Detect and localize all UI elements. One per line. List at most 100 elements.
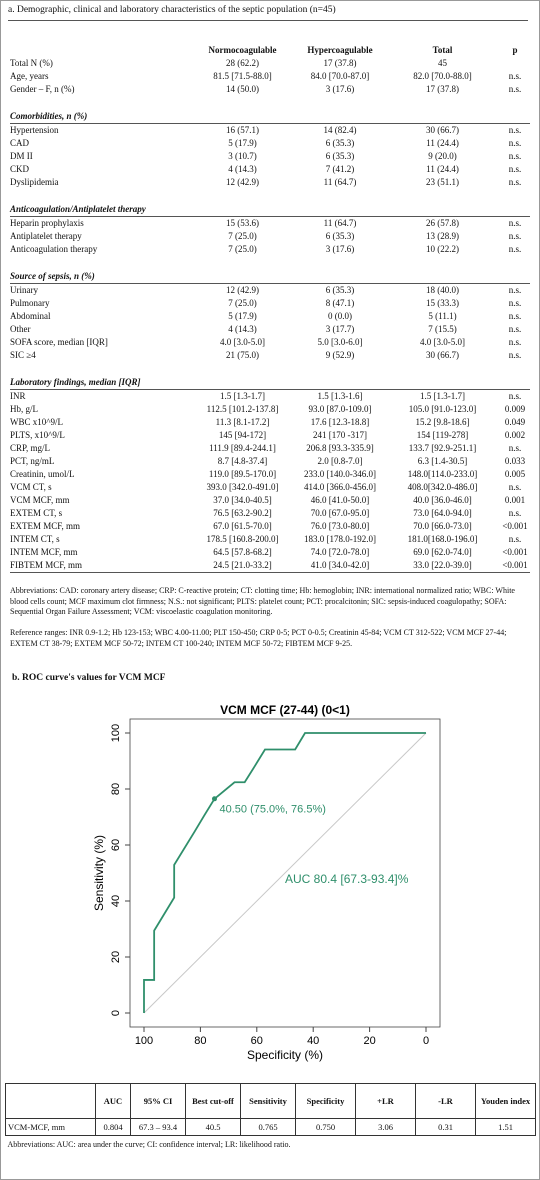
row-label: Creatinin, umol/L — [10, 469, 75, 479]
cell: 145 [94-172] — [218, 430, 267, 440]
cell: 1.5 [1.3-1.7] — [420, 391, 465, 401]
roc-curve — [143, 732, 426, 1013]
cell: 15.2 [9.8-18.6] — [415, 417, 470, 427]
cell: 46.0 [41.0-50.0] — [310, 495, 370, 505]
column-header: AUC — [95, 1083, 131, 1119]
row-label: Dyslipidemia — [10, 177, 59, 187]
annotation: 40.50 (75.0%, 76.5%) — [220, 804, 326, 816]
cell: 15 (53.6) — [226, 218, 259, 228]
table-row: CAD 5 (17.9) 6 (35.3) 11 (24.4) n.s. — [10, 137, 530, 150]
header-cell — [5, 1083, 96, 1119]
reference-diagonal — [143, 732, 427, 1014]
x-tick-label: 80 — [194, 1035, 206, 1047]
cell: 69.0 [62.0-74.0] — [413, 547, 472, 557]
cell: 1.5 [1.3-1.7] — [220, 391, 265, 401]
header-cell — [10, 44, 190, 57]
y-axis-label: Sensitivity (%) — [92, 835, 106, 911]
cell: 81.5 [71.5-88.0] — [213, 71, 272, 81]
cell: 74.0 [72.0-78.0] — [310, 547, 370, 557]
cell: 10 (22.2) — [426, 244, 459, 254]
table-row: Creatinin, umol/L 119.0 [89.5-170.0] 233.0… — [10, 468, 530, 481]
column-header: Best cut-off — [185, 1083, 241, 1119]
table-row: Dyslipidemia 12 (42.9) 11 (64.7) 23 (51.1) n… — [10, 176, 530, 189]
cell: 0.765 — [240, 1118, 296, 1136]
row-label: SIC ≥4 — [10, 350, 36, 360]
cell: 7 (41.2) — [325, 164, 355, 174]
header-row: AUC 95% CI Best cut-off Sensitivity Specific… — [5, 1083, 536, 1119]
table-row: CKD 4 (14.3) 7 (41.2) 11 (24.4) n.s. — [10, 163, 530, 176]
cell: <0.001 — [502, 547, 528, 557]
cell: 3.06 — [355, 1118, 416, 1136]
cell: n.s. — [508, 508, 522, 518]
table-row: SIC ≥4 21 (75.0) 9 (52.9) 30 (66.7) n.s. — [10, 349, 530, 362]
row-label: INTEM MCF, mm — [10, 547, 78, 557]
cell: 0.009 — [504, 404, 526, 414]
section-title: b. ROC curve's values for VCM MCF — [12, 673, 166, 683]
cell: 5 (17.9) — [228, 311, 257, 321]
column-header: Sensitivity — [240, 1083, 296, 1119]
cell: 4.0 [3.0-5.0] — [220, 337, 265, 347]
cell: 3 (17.6) — [325, 84, 355, 94]
row-label: VCM-MCF, mm — [5, 1118, 96, 1136]
cell: 37.0 [34.0-40.5] — [213, 495, 272, 505]
cell: 7 (15.5) — [428, 324, 457, 334]
cell: 26 (57.8) — [426, 218, 459, 228]
x-tick-label: 60 — [251, 1035, 263, 1047]
column-header: p — [512, 45, 518, 55]
cell: 84.0 [70.0-87.0] — [310, 71, 370, 81]
cell: n.s. — [508, 231, 522, 241]
cell: 82.0 [70.0-88.0] — [413, 71, 472, 81]
table-row: INTEM CT, s 178.5 [160.8-200.0] 183.0 [178… — [10, 533, 530, 546]
cell: <0.001 — [502, 521, 528, 531]
column-header: Youden index — [475, 1083, 536, 1119]
cell: 0.001 — [504, 495, 526, 505]
cell: 4 (14.3) — [228, 324, 257, 334]
cutoff-point — [212, 796, 217, 802]
group-heading: Comorbidities, n (%) — [10, 96, 530, 124]
table-row: Other 4 (14.3) 3 (17.7) 7 (15.5) n.s. — [10, 323, 530, 336]
reference-ranges: Reference ranges: INR 0.9-1.2; Hb 123-15… — [10, 628, 507, 648]
cell: 233.0 [140.0-346.0] — [304, 469, 376, 479]
column-header: +LR — [355, 1083, 416, 1119]
cell: 9 (52.9) — [325, 350, 355, 360]
group-heading-row: Laboratory findings, median [IQR] — [10, 362, 530, 390]
cell: 0.033 — [504, 456, 526, 466]
cell: 0.002 — [504, 430, 526, 440]
cell: n.s. — [508, 324, 522, 334]
cell: n.s. — [508, 285, 522, 295]
cell: 70.0 [67.0-95.0] — [310, 508, 370, 518]
cell: 7 (25.0) — [228, 298, 257, 308]
row-label: INTEM CT, s — [10, 534, 60, 544]
group-heading-row: Source of sepsis, n (%) — [10, 256, 530, 284]
cell: 40.5 — [185, 1118, 241, 1136]
cell: 67.0 [61.5-70.0] — [213, 521, 272, 531]
cell: 119.0 [89.5-170.0] — [208, 469, 277, 479]
table-row: Hb, g/L 112.5 [101.2-137.8] 93.0 [87.0-109… — [10, 403, 530, 416]
table-row: Urinary 12 (42.9) 6 (35.3) 18 (40.0) n.s. — [10, 284, 530, 298]
note-row: Abbreviations: AUC: area under the curve… — [6, 1136, 536, 1153]
table-row: CRP, mg/L 111.9 [89.4-244.1] 206.8 [93.3-3… — [10, 442, 530, 455]
group-heading: Source of sepsis, n (%) — [10, 256, 530, 284]
row-label: WBC x10^9/L — [10, 417, 63, 427]
y-tick-label: 40 — [110, 895, 122, 907]
cell: 9 (20.0) — [428, 151, 457, 161]
cell: 0 (0.0) — [328, 311, 352, 321]
cell: 181.0[168.0-196.0] — [407, 534, 478, 544]
cell: n.s. — [508, 443, 522, 453]
cell: 4 (14.3) — [228, 164, 257, 174]
cell: n.s. — [508, 125, 522, 135]
cell: n.s. — [508, 534, 522, 544]
cell: 3 (17.6) — [325, 244, 355, 254]
row-label: Heparin prophylaxis — [10, 218, 84, 228]
cell: 0.049 — [504, 417, 526, 427]
cell: 7 (25.0) — [228, 231, 257, 241]
table-row: Heparin prophylaxis 15 (53.6) 11 (64.7) 26 … — [10, 217, 530, 231]
cell: n.s. — [508, 298, 522, 308]
cell: n.s. — [508, 311, 522, 321]
cell: 30 (66.7) — [426, 125, 459, 135]
cell: 133.7 [92.9-251.1] — [408, 443, 477, 453]
cell: 105.0 [91.0-123.0] — [408, 404, 477, 414]
row-label: Hypertension — [10, 125, 59, 135]
cell: 11 (64.7) — [323, 218, 357, 228]
cell: 112.5 [101.2-137.8] — [206, 404, 279, 414]
